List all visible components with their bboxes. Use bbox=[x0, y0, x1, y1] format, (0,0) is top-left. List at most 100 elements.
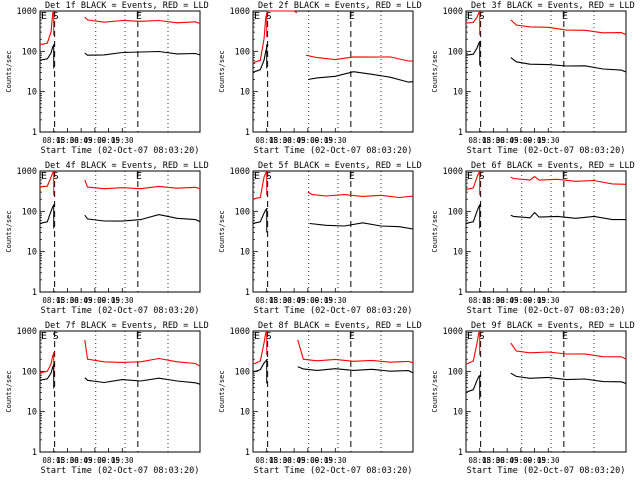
lld-curve-tail bbox=[297, 339, 414, 364]
lld-curve-rise bbox=[465, 330, 481, 365]
panel-title: Det 4f BLACK = Events, RED = LLD bbox=[45, 161, 209, 171]
lld-curve-rise bbox=[40, 10, 55, 45]
x-tick-label: 08:15 bbox=[255, 296, 278, 305]
marker-label: E bbox=[254, 171, 260, 182]
events-curve-tail bbox=[297, 366, 414, 374]
x-tick-label: 09:15 bbox=[97, 296, 120, 305]
y-tick-label: 1 bbox=[458, 128, 463, 138]
x-tick-label: 08:15 bbox=[42, 296, 65, 305]
marker-label: E bbox=[562, 11, 568, 22]
x-axis-label: Start Time (02-Oct-07 08:03:20) bbox=[41, 466, 200, 476]
x-axis-label: Start Time (02-Oct-07 08:03:20) bbox=[254, 146, 413, 156]
marker-label: S bbox=[479, 171, 485, 182]
x-tick-label: 09:30 bbox=[324, 136, 347, 145]
x-tick-label: 08:30 bbox=[56, 456, 79, 465]
marker-label: E bbox=[562, 331, 568, 342]
detector-panel-4: Det 4f BLACK = Events, RED = LLD 1 10 100 10… bbox=[5, 161, 209, 316]
y-tick-label: 10 bbox=[240, 408, 250, 418]
x-tick-label: 08:30 bbox=[269, 456, 292, 465]
y-tick-label: 10 bbox=[453, 408, 463, 418]
events-curve-rise bbox=[39, 363, 56, 381]
x-tick-label: 08:15 bbox=[42, 136, 65, 145]
marker-label: E bbox=[562, 171, 568, 182]
panel-title: Det 3f BLACK = Events, RED = LLD bbox=[471, 1, 635, 11]
marker-label: E bbox=[136, 11, 142, 22]
panel-title: Det 6f BLACK = Events, RED = LLD bbox=[471, 161, 635, 171]
marker-label: E bbox=[136, 171, 142, 182]
x-tick-label: 09:15 bbox=[523, 296, 546, 305]
x-tick-label: 09:30 bbox=[537, 456, 560, 465]
x-axis-label: Start Time (02-Oct-07 08:03:20) bbox=[254, 306, 413, 316]
x-axis-label: Start Time (02-Oct-07 08:03:20) bbox=[41, 146, 200, 156]
x-tick-label: 09:15 bbox=[310, 136, 333, 145]
lld-curve-tail bbox=[510, 342, 627, 360]
x-tick-label: 08:15 bbox=[255, 136, 278, 145]
y-tick-label: 1000 bbox=[17, 7, 37, 17]
x-tick-label: 08:45 bbox=[283, 456, 306, 465]
y-tick-label: 1 bbox=[458, 448, 463, 458]
marker-label: E bbox=[349, 11, 355, 22]
plot-frame bbox=[39, 330, 201, 453]
x-tick-label: 09:30 bbox=[111, 296, 134, 305]
plot-frame bbox=[252, 10, 414, 133]
x-tick-label: 09:30 bbox=[324, 456, 347, 465]
events-curve-tail bbox=[307, 71, 414, 83]
x-tick-label: 09:15 bbox=[523, 456, 546, 465]
y-axis-label: Counts/sec bbox=[5, 50, 13, 92]
lld-curve-tail bbox=[307, 191, 414, 199]
lld-curve-tail bbox=[510, 19, 627, 36]
plot-frame bbox=[39, 10, 201, 133]
panel-title: Det 9f BLACK = Events, RED = LLD bbox=[471, 321, 635, 331]
y-tick-label: 1000 bbox=[230, 167, 250, 177]
events-curve-tail bbox=[510, 211, 626, 221]
y-tick-label: 100 bbox=[235, 207, 250, 217]
x-tick-label: 08:15 bbox=[468, 136, 491, 145]
x-tick-label: 09:00 bbox=[297, 296, 320, 305]
marker-label: E bbox=[41, 171, 47, 182]
plot-frame bbox=[465, 330, 627, 453]
x-tick-label: 08:45 bbox=[70, 456, 93, 465]
y-tick-label: 100 bbox=[22, 367, 37, 377]
y-tick-label: 1000 bbox=[17, 327, 37, 337]
x-tick-label: 08:15 bbox=[468, 456, 491, 465]
marker-label: S bbox=[479, 11, 485, 22]
detector-panel-6: Det 6f BLACK = Events, RED = LLD 1 10 100 10… bbox=[431, 161, 635, 316]
plot-frame bbox=[252, 330, 414, 453]
plot-frame bbox=[39, 170, 201, 293]
y-axis-label: Counts/sec bbox=[5, 370, 13, 412]
marker-label: E bbox=[254, 11, 260, 22]
x-tick-label: 09:00 bbox=[84, 456, 107, 465]
y-axis-label: Counts/sec bbox=[218, 210, 226, 252]
y-tick-label: 1 bbox=[458, 288, 463, 298]
y-tick-label: 100 bbox=[235, 367, 250, 377]
x-tick-label: 08:30 bbox=[269, 296, 292, 305]
events-curve-tail bbox=[510, 372, 627, 385]
y-tick-label: 1000 bbox=[230, 7, 250, 17]
y-tick-label: 1 bbox=[245, 128, 250, 138]
x-tick-label: 08:45 bbox=[496, 456, 519, 465]
marker-label: E bbox=[467, 11, 473, 22]
x-tick-label: 09:00 bbox=[297, 136, 320, 145]
x-tick-label: 08:30 bbox=[56, 296, 79, 305]
y-tick-label: 100 bbox=[235, 47, 250, 57]
events-curve-tail bbox=[510, 57, 627, 73]
lld-curve-rise bbox=[252, 10, 298, 64]
events-curve-tail bbox=[309, 222, 414, 230]
plot-frame bbox=[252, 170, 414, 293]
y-tick-label: 10 bbox=[453, 248, 463, 258]
y-tick-label: 100 bbox=[22, 207, 37, 217]
lld-curve-rise bbox=[39, 351, 56, 374]
events-curve-tail bbox=[84, 377, 201, 385]
y-tick-label: 10 bbox=[240, 88, 250, 98]
detector-panel-8: Det 8f BLACK = Events, RED = LLD 1 10 100 10… bbox=[218, 321, 422, 476]
x-tick-label: 08:30 bbox=[482, 296, 505, 305]
panel-title: Det 2f BLACK = Events, RED = LLD bbox=[258, 1, 422, 11]
lld-curve-rise bbox=[39, 170, 55, 188]
y-tick-label: 1000 bbox=[443, 167, 463, 177]
events-curve-rise bbox=[465, 203, 482, 225]
x-tick-label: 08:30 bbox=[269, 136, 292, 145]
panel-title: Det 7f BLACK = Events, RED = LLD bbox=[45, 321, 209, 331]
x-axis-label: Start Time (02-Oct-07 08:03:20) bbox=[254, 466, 413, 476]
events-curve-rise bbox=[465, 40, 482, 56]
x-tick-label: 08:30 bbox=[482, 136, 505, 145]
